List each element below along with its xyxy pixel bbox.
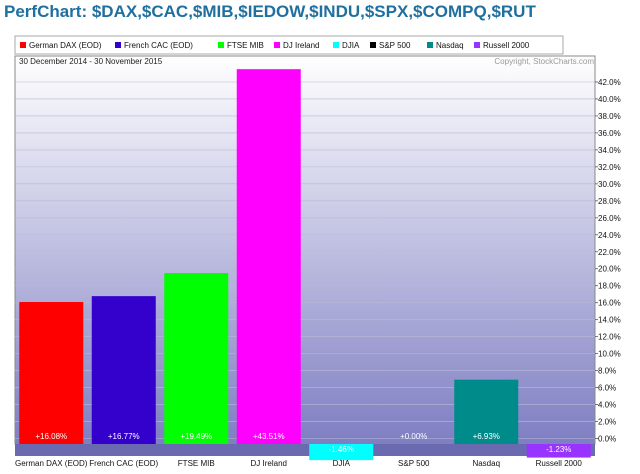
legend-label-nasdaq: Nasdaq <box>436 41 464 50</box>
zero-band <box>15 444 595 456</box>
y-tick-label: 38.0% <box>598 112 621 121</box>
bar-dj-ireland <box>236 69 301 444</box>
bar-djia <box>309 444 374 461</box>
y-tick-label: 6.0% <box>598 384 616 393</box>
y-tick-label: 2.0% <box>598 418 616 427</box>
y-tick-label: 26.0% <box>598 214 621 223</box>
y-tick-label: 10.0% <box>598 350 621 359</box>
y-axis: 0.0% 2.0% 4.0% 6.0% 8.0% 10.0% 12.0% 14.0% 16.0%… <box>595 78 621 444</box>
value-label-french-cac-eod: +16.77% <box>108 432 140 441</box>
value-label-nasdaq: +6.93% <box>473 432 500 441</box>
category-label-russell-2000: Russell 2000 <box>536 459 583 468</box>
legend-swatch-german-dax-eod <box>20 42 26 48</box>
legend-swatch-french-cac-eod <box>115 42 121 48</box>
legend: German DAX (EOD) French CAC (EOD) FTSE MIB… <box>20 41 530 50</box>
y-tick-label: 14.0% <box>598 316 621 325</box>
value-label-russell-2000: -1.23% <box>546 445 571 454</box>
bar-ftse-mib <box>164 273 229 444</box>
value-label-s-p-500: +0.00% <box>400 432 427 441</box>
y-tick-label: 36.0% <box>598 129 621 138</box>
y-tick-label: 20.0% <box>598 265 621 274</box>
y-tick-label: 16.0% <box>598 299 621 308</box>
legend-swatch-ftse-mib <box>218 42 224 48</box>
y-tick-label: 40.0% <box>598 95 621 104</box>
copyright-text: Copyright, StockCharts.com <box>494 57 594 66</box>
legend-box <box>14 35 564 55</box>
legend-swatch-russell-2000 <box>474 42 480 48</box>
legend-swatch-dj-ireland <box>274 42 280 48</box>
value-label-djia: -1.46% <box>329 445 354 454</box>
y-tick-label: 18.0% <box>598 282 621 291</box>
y-tick-label: 42.0% <box>598 78 621 87</box>
chart-title: PerfChart: $DAX,$CAC,$MIB,$IEDOW,$INDU,$… <box>4 2 536 21</box>
value-label-ftse-mib: +19.49% <box>180 432 212 441</box>
legend-label-french-cac-eod: French CAC (EOD) <box>124 41 193 50</box>
y-tick-label: 12.0% <box>598 333 621 342</box>
value-label-german-dax-eod: +16.08% <box>35 432 67 441</box>
y-tick-label: 4.0% <box>598 401 616 410</box>
legend-label-ftse-mib: FTSE MIB <box>227 41 264 50</box>
legend-label-russell-2000: Russell 2000 <box>483 41 530 50</box>
category-label-ftse-mib: FTSE MIB <box>178 459 215 468</box>
legend-label-german-dax-eod: German DAX (EOD) <box>29 41 102 50</box>
y-tick-label: 8.0% <box>598 367 616 376</box>
y-tick-label: 24.0% <box>598 231 621 240</box>
legend-swatch-nasdaq <box>427 42 433 48</box>
y-tick-label: 28.0% <box>598 197 621 206</box>
value-label-dj-ireland: +43.51% <box>253 432 285 441</box>
category-label-djia: DJIA <box>333 459 351 468</box>
bar-russell-2000 <box>526 444 591 458</box>
bar-nasdaq <box>454 379 519 444</box>
legend-label-s-p-500: S&P 500 <box>379 41 411 50</box>
date-range: 30 December 2014 - 30 November 2015 <box>19 57 163 66</box>
category-label-german-dax-eod: German DAX (EOD) <box>15 459 88 468</box>
category-label-nasdaq: Nasdaq <box>472 459 500 468</box>
bar-german-dax-eod <box>19 302 84 444</box>
category-label-dj-ireland: DJ Ireland <box>251 459 287 468</box>
bar-french-cac-eod <box>91 296 156 444</box>
legend-swatch-s-p-500 <box>370 42 376 48</box>
legend-label-djia: DJIA <box>342 41 360 50</box>
legend-swatch-djia <box>333 42 339 48</box>
category-label-french-cac-eod: French CAC (EOD) <box>89 459 158 468</box>
legend-label-dj-ireland: DJ Ireland <box>283 41 319 50</box>
y-tick-label: 22.0% <box>598 248 621 257</box>
category-label-s-p-500: S&P 500 <box>398 459 430 468</box>
x-axis-labels: German DAX (EOD) French CAC (EOD) FTSE MIB… <box>15 459 582 468</box>
y-tick-label: 0.0% <box>598 435 616 444</box>
y-tick-label: 34.0% <box>598 146 621 155</box>
y-tick-label: 30.0% <box>598 180 621 189</box>
bars: +16.08% +16.77% +19.49% +43.51% -1.46% +0.00%… <box>15 69 595 461</box>
y-tick-label: 32.0% <box>598 163 621 172</box>
